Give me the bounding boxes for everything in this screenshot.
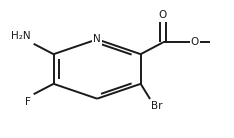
Text: O: O — [191, 37, 199, 47]
Text: Br: Br — [151, 101, 163, 111]
Text: H₂N: H₂N — [11, 31, 30, 41]
Text: F: F — [26, 97, 31, 107]
Text: N: N — [93, 34, 101, 44]
Text: O: O — [159, 10, 167, 20]
